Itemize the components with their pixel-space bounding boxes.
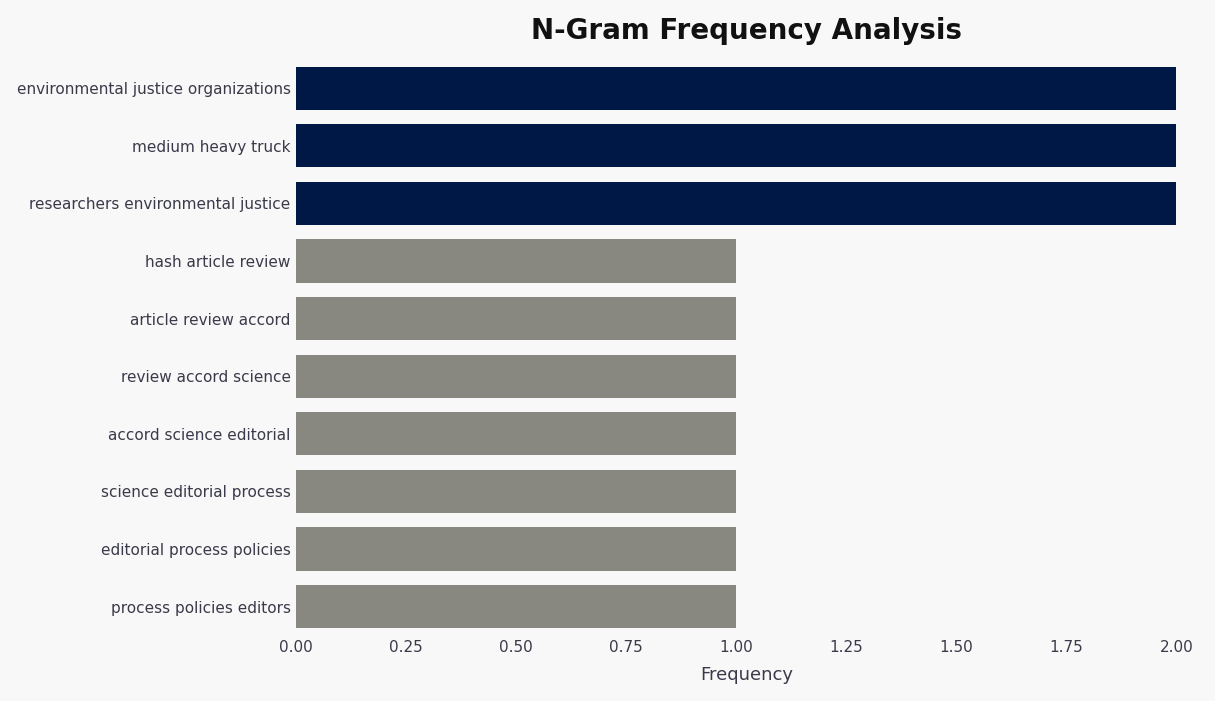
Bar <box>295 527 736 571</box>
Title: N-Gram Frequency Analysis: N-Gram Frequency Analysis <box>531 17 962 45</box>
Bar <box>295 412 736 456</box>
Bar <box>295 240 736 283</box>
Bar <box>295 124 1176 168</box>
Bar <box>295 67 1176 110</box>
Bar <box>295 297 736 340</box>
Bar <box>295 585 736 628</box>
Bar <box>295 470 736 513</box>
Bar <box>295 182 1176 225</box>
X-axis label: Frequency: Frequency <box>700 667 793 684</box>
Bar <box>295 355 736 398</box>
